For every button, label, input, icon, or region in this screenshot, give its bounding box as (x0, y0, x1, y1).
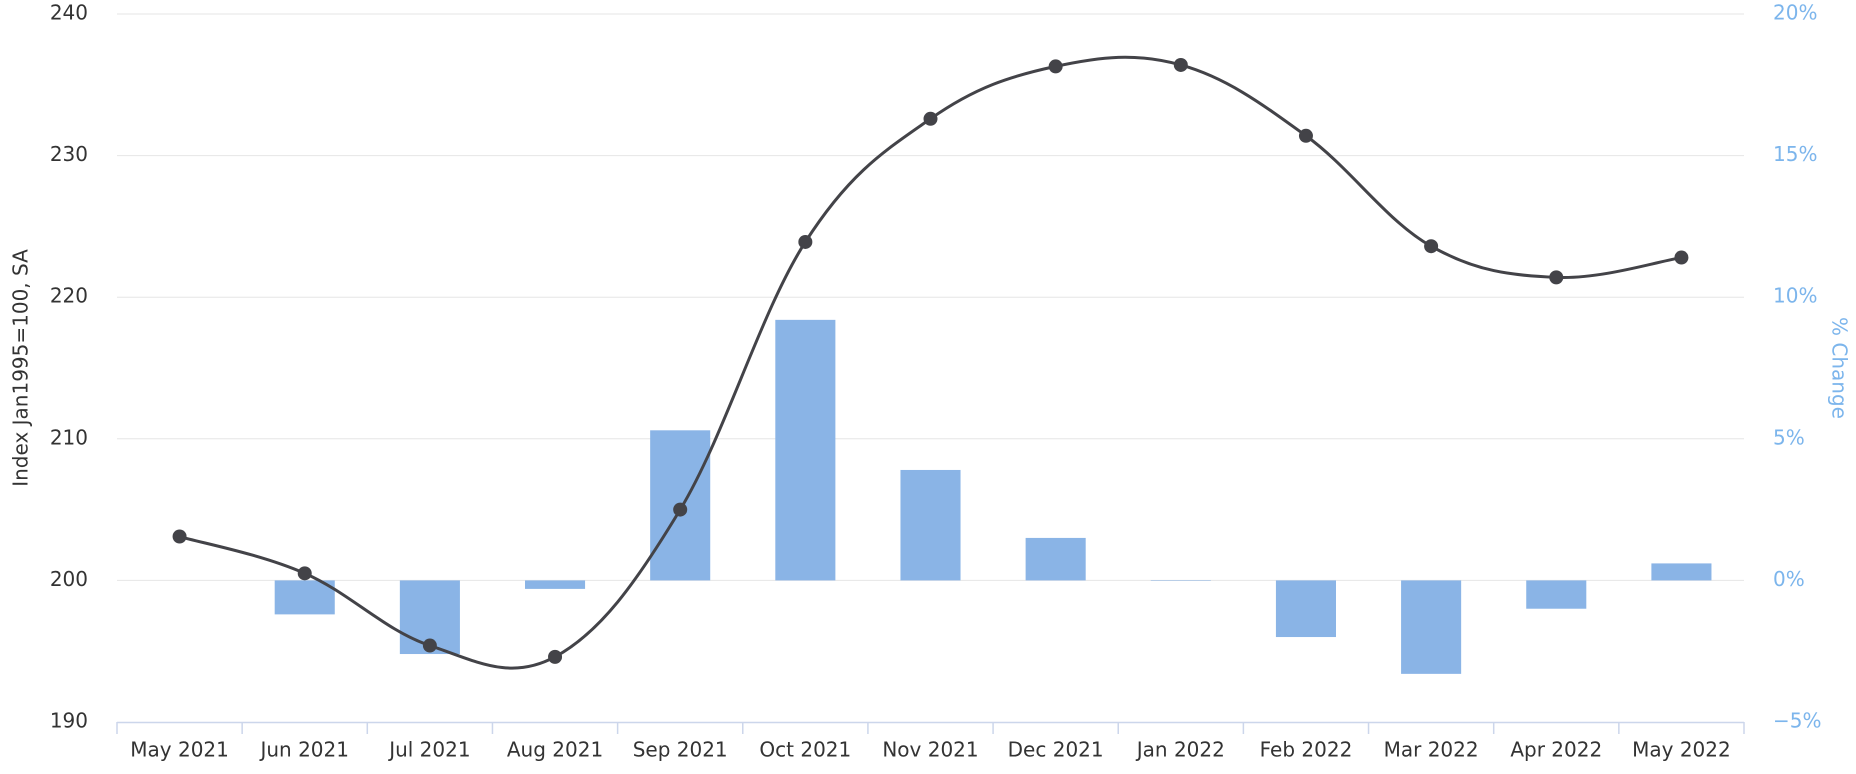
y2-tick-label: 5% (1773, 425, 1805, 449)
x-tick-label: Aug 2021 (507, 738, 603, 762)
x-tick-label: Nov 2021 (882, 738, 978, 762)
y-tick-label: 220 (50, 284, 88, 308)
point (548, 649, 563, 664)
bar (1401, 580, 1462, 674)
point (923, 111, 938, 126)
x-tick-label: Jan 2022 (1135, 738, 1225, 762)
x-tick-label: Jun 2021 (258, 738, 349, 762)
x-tick-label: Mar 2022 (1384, 738, 1479, 762)
bar (900, 469, 961, 581)
y2-tick-label: 0% (1773, 567, 1805, 591)
x-tick-label: Apr 2022 (1510, 738, 1602, 762)
y-tick-label: 240 (50, 1, 88, 25)
x-tick-label: May 2021 (130, 738, 229, 762)
point (1048, 59, 1063, 74)
y-tick-label: 190 (50, 709, 88, 733)
x-tick-label: Dec 2021 (1008, 738, 1104, 762)
bar (1275, 580, 1336, 638)
y2-tick-label: 10% (1773, 284, 1817, 308)
bar (274, 580, 335, 615)
y2-tick-label: 20% (1773, 1, 1817, 25)
bar (1025, 537, 1086, 581)
point (798, 234, 813, 249)
point (673, 502, 688, 517)
y2-axis-title: % Change (1828, 317, 1852, 419)
x-tick-label: Feb 2022 (1260, 738, 1353, 762)
x-tick-label: May 2022 (1632, 738, 1731, 762)
y-tick-label: 210 (50, 425, 88, 449)
bar (525, 580, 586, 589)
y2-tick-label: −5% (1773, 709, 1822, 733)
point (422, 638, 437, 653)
point (1298, 128, 1313, 143)
bar (1651, 563, 1712, 581)
bar (1150, 580, 1211, 581)
point (1674, 250, 1689, 265)
bar (775, 319, 836, 581)
x-tick-label: Sep 2021 (633, 738, 728, 762)
x-tick-label: Oct 2021 (759, 738, 851, 762)
point (297, 566, 312, 581)
point (1173, 57, 1188, 72)
y-tick-label: 230 (50, 142, 88, 166)
x-tick-label: Jul 2021 (387, 738, 470, 762)
point (172, 529, 187, 544)
y2-tick-label: 15% (1773, 142, 1817, 166)
bar (1526, 580, 1587, 609)
y-tick-label: 200 (50, 567, 88, 591)
point (1549, 270, 1564, 285)
point (1424, 239, 1439, 254)
y-axis-title: Index Jan1995=100, SA (9, 249, 33, 487)
